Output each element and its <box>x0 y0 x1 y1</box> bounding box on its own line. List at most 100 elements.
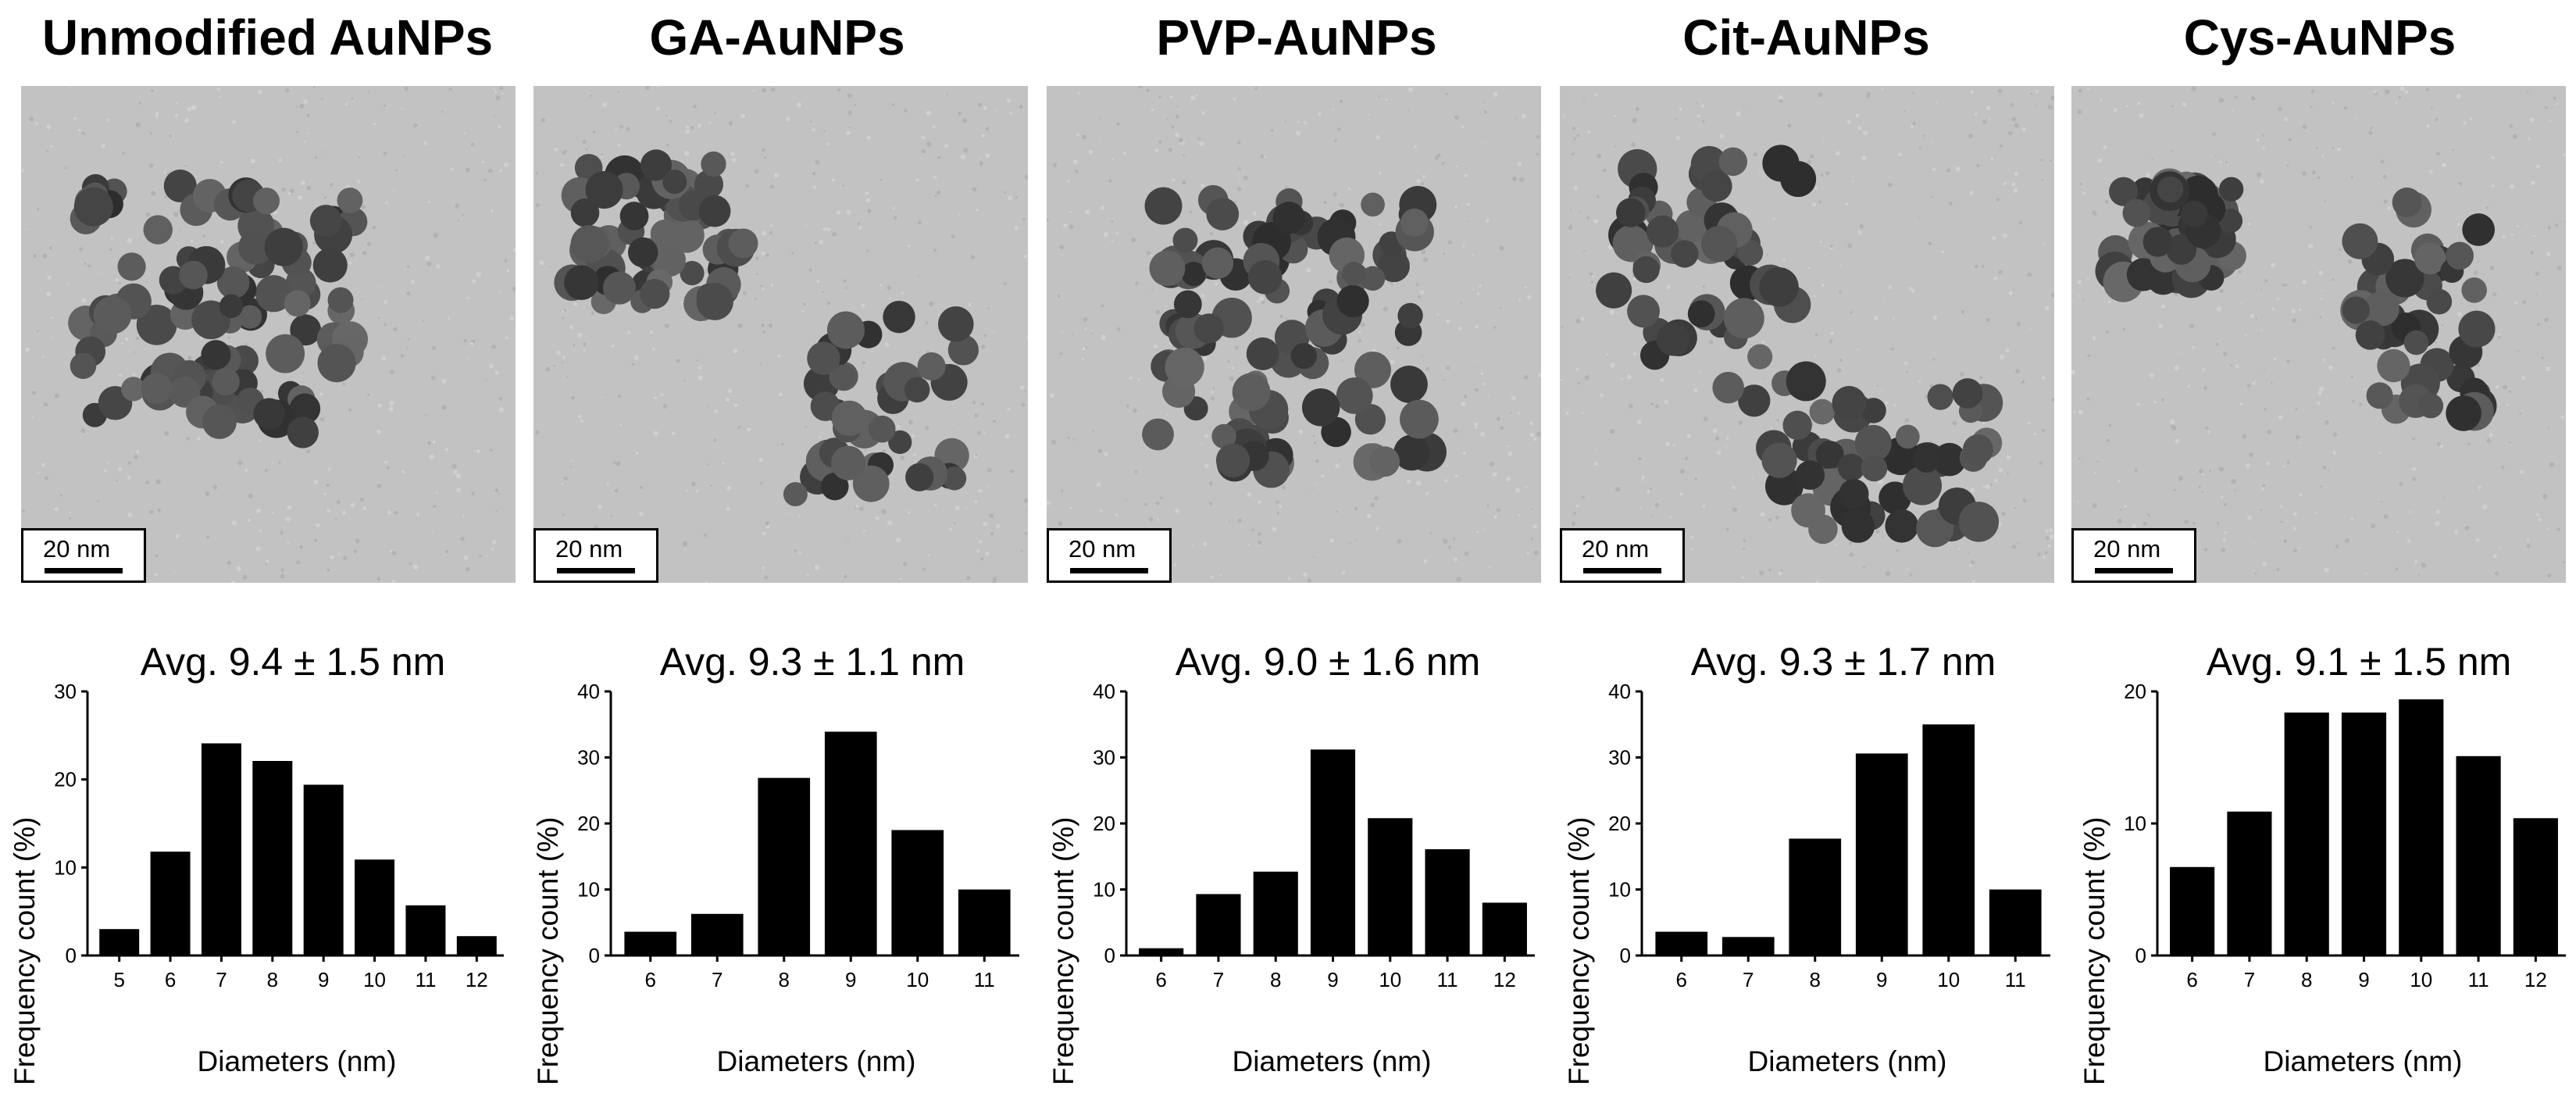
tem-noise <box>1175 509 1179 513</box>
tem-noise <box>2001 512 2006 516</box>
tem-noise <box>601 155 603 159</box>
tem-noise <box>683 379 686 382</box>
tem-noise <box>144 480 149 485</box>
tem-noise <box>1059 352 1063 355</box>
tem-noise <box>1421 355 1423 357</box>
tem-noise <box>1590 280 1593 284</box>
tem-noise <box>615 461 621 466</box>
tem-noise <box>2153 401 2157 404</box>
tem-noise <box>698 366 702 370</box>
tem-noise <box>1158 140 1162 145</box>
tem-noise <box>2404 90 2409 95</box>
tem-noise <box>1882 535 1884 538</box>
tem-noise <box>326 509 330 513</box>
tem-noise <box>801 309 804 313</box>
tem-noise <box>976 538 978 540</box>
tem-noise <box>1237 518 1243 523</box>
tem-noise <box>639 485 644 490</box>
tem-noise <box>562 513 565 516</box>
tem-noise <box>695 489 698 493</box>
tem-noise <box>1560 379 1563 381</box>
tem-noise <box>1383 306 1388 312</box>
tem-noise <box>1416 178 1422 184</box>
tem-noise <box>386 466 390 470</box>
tem-noise <box>2541 356 2544 359</box>
tem-particle <box>1181 262 1206 287</box>
tem-noise <box>41 463 45 467</box>
tem-noise <box>562 151 566 155</box>
tem-noise <box>1654 404 1660 409</box>
tem-noise <box>685 129 690 134</box>
tem-noise <box>280 573 285 579</box>
tem-noise <box>708 121 712 124</box>
tem-noise <box>2021 380 2025 384</box>
tem-noise <box>948 527 952 530</box>
tem-noise <box>1778 571 1782 576</box>
tem-noise <box>1092 430 1094 433</box>
tem-noise <box>933 176 937 180</box>
tem-noise <box>505 336 508 340</box>
tem-noise <box>348 408 352 412</box>
tem-noise <box>46 124 52 130</box>
tem-noise <box>1988 117 1991 120</box>
tem-noise <box>2205 427 2209 430</box>
tem-noise <box>1904 418 1910 423</box>
tem-noise <box>441 378 447 384</box>
tem-noise <box>2537 518 2541 522</box>
tem-noise <box>259 529 262 532</box>
tem-noise <box>854 104 857 106</box>
tem-particle <box>628 237 658 268</box>
tem-noise <box>2039 461 2043 465</box>
tem-noise <box>2192 521 2196 525</box>
tem-noise <box>44 476 49 480</box>
bar <box>1196 894 1241 955</box>
tem-noise <box>219 240 224 244</box>
tem-noise <box>977 102 983 107</box>
tem-noise <box>2229 364 2232 367</box>
tem-noise <box>1069 506 1072 510</box>
tem-noise <box>1358 330 1361 334</box>
tem-noise <box>2043 242 2045 245</box>
tem-noise <box>1960 372 1964 377</box>
tem-noise <box>1415 480 1422 486</box>
tem-noise <box>1329 538 1334 543</box>
tem-noise <box>115 277 120 282</box>
tem-noise <box>488 363 494 369</box>
tem-noise <box>1172 298 1176 302</box>
tem-particle <box>698 195 731 227</box>
tem-noise <box>556 350 561 355</box>
tem-noise <box>1940 250 1944 253</box>
tem-noise <box>1903 361 1908 365</box>
tem-noise <box>2395 567 2399 571</box>
tem-noise <box>785 511 787 513</box>
tem-noise <box>1024 531 1028 535</box>
tem-particle <box>2392 187 2422 218</box>
tem-particle <box>2461 277 2487 303</box>
tem-noise <box>1493 515 1497 519</box>
tem-noise <box>1476 292 1480 295</box>
chart-avg-label: Avg. 9.1 ± 1.5 nm <box>2206 640 2512 684</box>
tem-noise <box>844 574 847 578</box>
tem-noise <box>2174 293 2178 297</box>
tem-noise <box>812 185 817 189</box>
tem-particle <box>1393 434 1430 471</box>
y-tick-label: 20 <box>1608 812 1631 835</box>
tem-noise <box>2252 381 2256 385</box>
tem-noise <box>1896 548 1900 552</box>
tem-noise <box>553 364 556 367</box>
histogram-cit: 0 10 20 30 40 6 7 8 9 10 11 Avg. 9.3 ± 1.7 nm Freq… <box>1547 617 2062 1086</box>
tem-noise <box>1175 114 1179 119</box>
tem-noise <box>2160 304 2166 309</box>
tem-noise <box>937 327 939 330</box>
tem-particle <box>1647 215 1679 248</box>
tem-noise <box>1679 107 1682 111</box>
tem-noise <box>846 130 851 135</box>
tem-noise <box>1760 512 1765 517</box>
tem-noise <box>1582 100 1586 102</box>
tem-noise <box>2554 223 2559 227</box>
tem-noise <box>64 166 67 170</box>
tem-noise <box>2352 399 2355 403</box>
tem-noise <box>864 448 867 452</box>
tem-noise <box>2387 206 2392 210</box>
tem-noise <box>2536 323 2540 327</box>
